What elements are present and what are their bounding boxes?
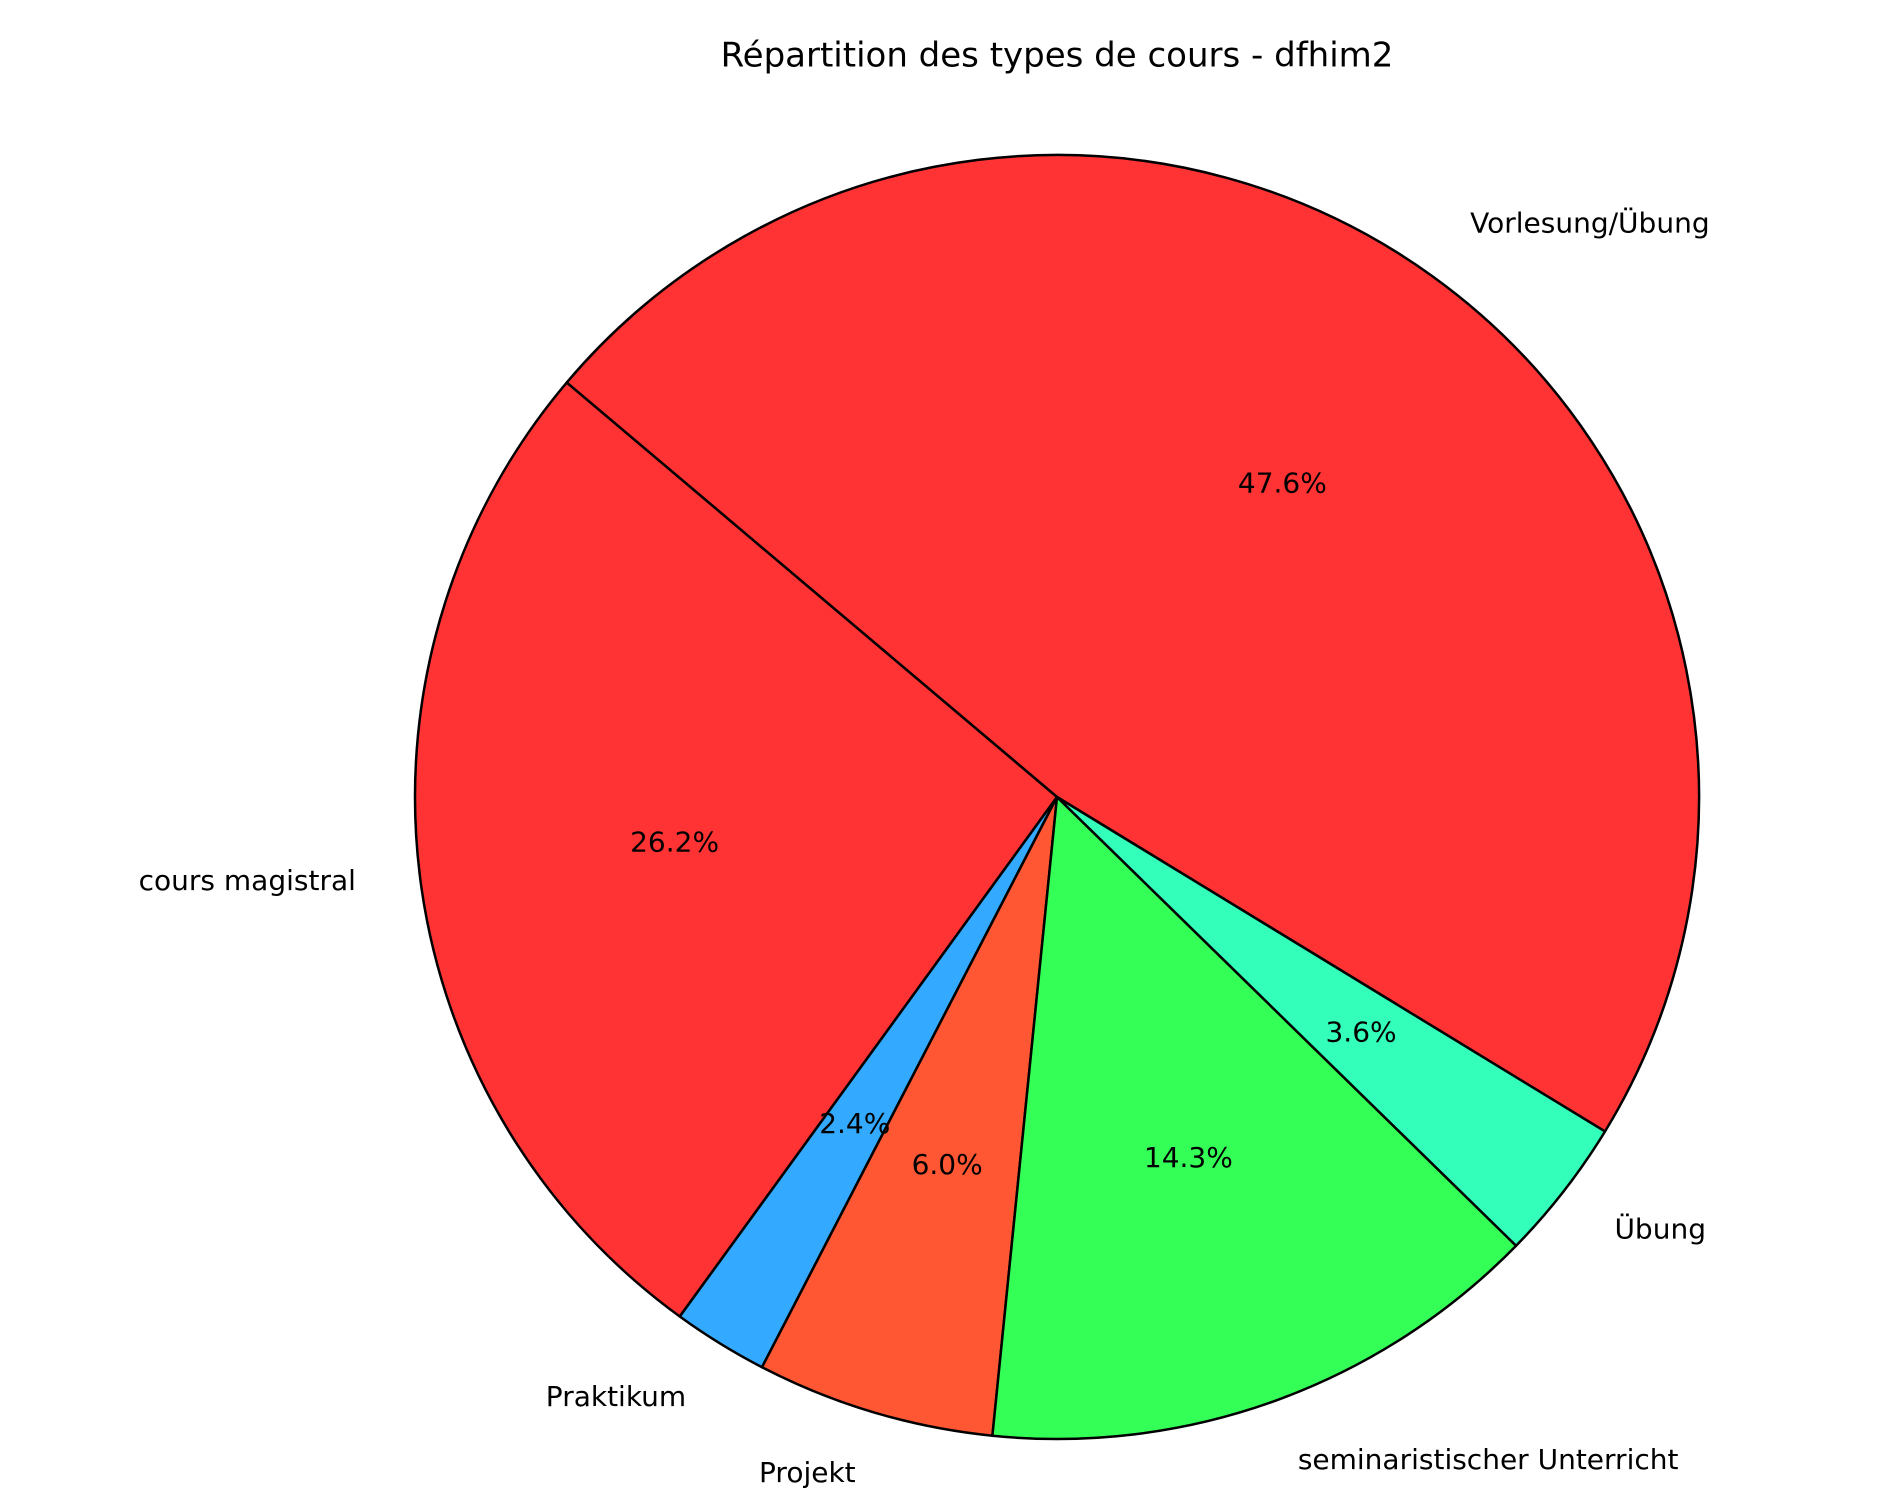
value-label: 3.6% bbox=[1325, 1015, 1396, 1048]
value-label: 47.6% bbox=[1238, 467, 1327, 500]
slice-label: Übung bbox=[1614, 1212, 1706, 1246]
value-label: 14.3% bbox=[1144, 1141, 1233, 1174]
slice-label: cours magistral bbox=[139, 864, 356, 897]
pie-slice bbox=[760, 795, 1059, 1437]
slice-label: Projekt bbox=[759, 1456, 856, 1489]
value-label: 2.4% bbox=[819, 1107, 890, 1140]
slice-label: Praktikum bbox=[546, 1380, 686, 1413]
pie-slice bbox=[413, 381, 1059, 1318]
chart-title: Répartition des types de cours - dfhim2 bbox=[721, 36, 1394, 76]
slice-label: seminaristischer Unterricht bbox=[1298, 1443, 1679, 1476]
slice-label: Vorlesung/Übung bbox=[1470, 205, 1709, 239]
pie-slice bbox=[565, 153, 1701, 1133]
value-label: 26.2% bbox=[630, 825, 719, 858]
pie-slice bbox=[991, 795, 1518, 1441]
pie-slice bbox=[1055, 795, 1607, 1248]
value-label: 6.0% bbox=[912, 1148, 983, 1181]
